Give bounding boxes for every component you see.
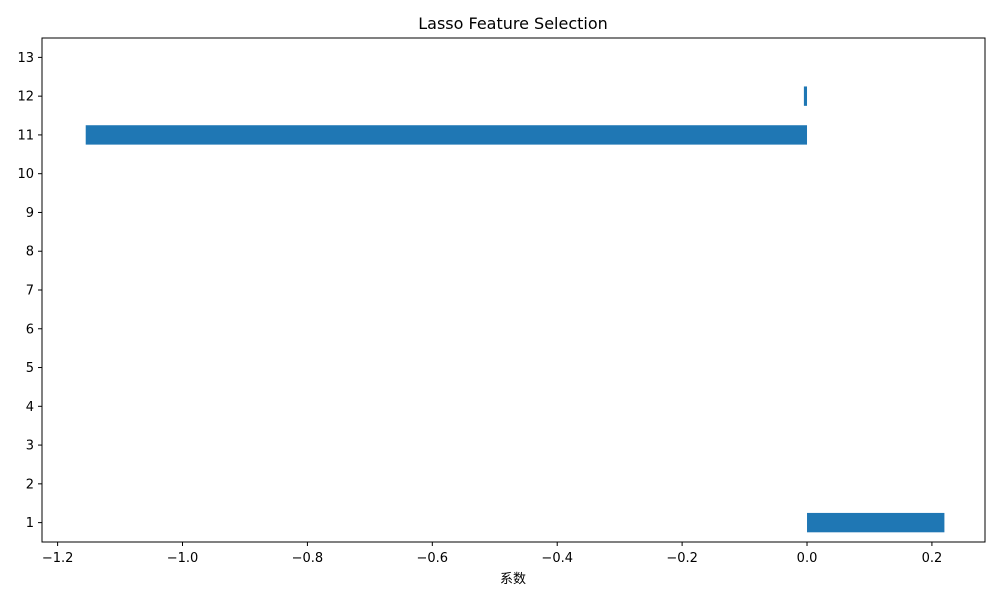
y-tick-label-2: 2 — [26, 477, 34, 492]
x-tick-label: 0.0 — [797, 551, 818, 566]
x-axis: −1.2 −1.0 −0.8 −0.6 −0.4 −0.2 0.0 0.2 — [42, 542, 942, 566]
bar-feature-12 — [803, 86, 808, 106]
bars-group — [85, 86, 945, 533]
plot-frame — [41, 37, 986, 543]
y-tick-label-5: 5 — [26, 361, 34, 376]
bar-feature-1 — [807, 512, 945, 533]
bar-feature-11 — [85, 125, 808, 145]
x-tick-label: −1.2 — [42, 551, 74, 566]
x-tick-label: −1.0 — [167, 551, 199, 566]
y-tick-label-9: 9 — [26, 206, 34, 221]
y-tick-label-11: 11 — [17, 128, 34, 143]
chart-title: Lasso Feature Selection — [418, 14, 608, 33]
x-tick-label: −0.8 — [292, 551, 324, 566]
y-tick-label-13: 13 — [17, 51, 34, 66]
y-tick-label-8: 8 — [26, 245, 34, 260]
y-tick-label-10: 10 — [17, 167, 34, 182]
y-tick-label-4: 4 — [26, 400, 34, 415]
y-tick-label-3: 3 — [26, 439, 34, 454]
x-axis-label: 系数 — [500, 572, 526, 587]
y-tick-label-12: 12 — [17, 90, 34, 105]
x-tick-label: −0.2 — [666, 551, 698, 566]
x-tick-label: 0.2 — [922, 551, 943, 566]
x-tick-label: −0.6 — [417, 551, 449, 566]
y-tick-label-7: 7 — [26, 284, 34, 299]
y-tick-label-1: 1 — [26, 516, 34, 531]
x-tick-label: −0.4 — [541, 551, 573, 566]
y-tick-label-6: 6 — [26, 322, 34, 337]
